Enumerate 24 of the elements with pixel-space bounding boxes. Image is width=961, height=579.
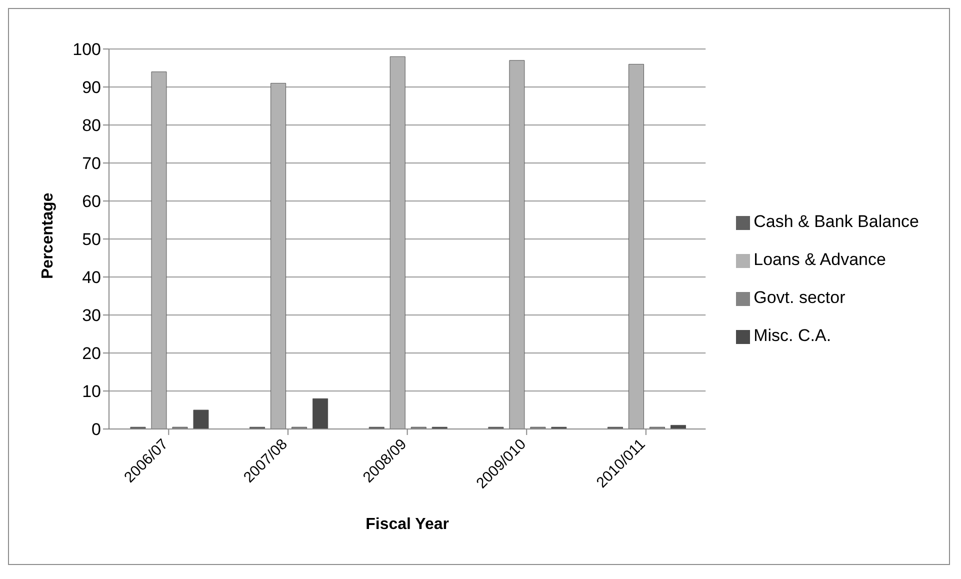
bar: [312, 398, 328, 429]
y-tick-label: 30: [82, 306, 101, 326]
y-axis-title: Percentage: [40, 192, 57, 279]
y-tick-label: 0: [92, 420, 101, 440]
x-axis-title: Fiscal Year: [366, 516, 449, 533]
legend-label: Loans & Advance: [754, 250, 886, 269]
bar: [193, 410, 209, 429]
legend-label: Cash & Bank Balance: [754, 212, 919, 231]
y-tick-label: 100: [72, 40, 101, 60]
y-tick-label: 50: [82, 230, 101, 250]
y-tick-label: 10: [82, 382, 101, 402]
y-tick-label: 80: [82, 116, 101, 136]
legend-label: Misc. C.A.: [754, 326, 832, 345]
y-tick-label: 40: [82, 268, 101, 288]
bar: [151, 72, 167, 429]
y-tick-label: 20: [82, 344, 101, 364]
legend-label: Govt. sector: [754, 288, 846, 307]
bar: [628, 64, 644, 429]
bar: [270, 82, 286, 429]
y-tick-label: 90: [82, 78, 101, 98]
y-tick-label: 70: [82, 154, 101, 174]
y-tick-label: 60: [82, 192, 101, 212]
bar: [390, 56, 406, 429]
bar: [509, 60, 525, 429]
